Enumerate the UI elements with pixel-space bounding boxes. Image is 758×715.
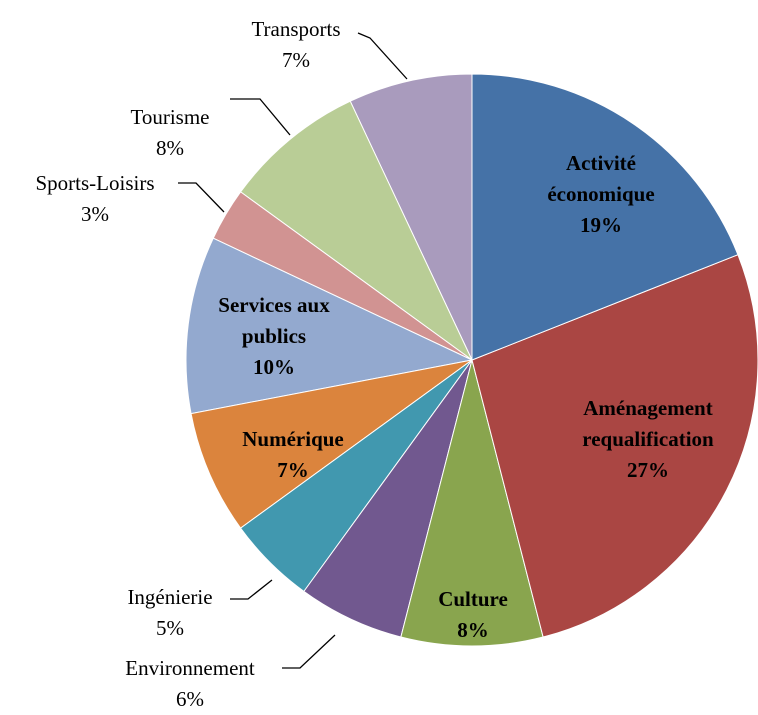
pie-slice — [400, 359, 544, 647]
category-label: Aménagement requalification — [582, 396, 714, 451]
value-label: 6% — [176, 687, 204, 711]
pie-slice — [185, 237, 474, 415]
slice-label: Transports 7% — [251, 14, 340, 76]
leader-lines — [178, 32, 408, 669]
category-label: Services aux publics — [218, 293, 330, 348]
slice-label: Numérique 7% — [242, 424, 344, 486]
slice-label: Services aux publics 10% — [189, 290, 359, 383]
slice-label: Tourisme 8% — [130, 102, 209, 164]
category-label: Tourisme — [130, 105, 210, 129]
pie-slice — [471, 73, 739, 361]
category-label: Ingénierie — [127, 585, 213, 609]
value-label: 5% — [156, 616, 184, 640]
leader-line — [230, 98, 291, 136]
slice-label: Environnement 6% — [125, 653, 254, 715]
slice-label: Aménagement requalification 27% — [548, 393, 748, 486]
value-label: 3% — [80, 202, 109, 226]
leader-line — [230, 579, 273, 600]
category-label: Sports-Loisirs — [35, 171, 155, 195]
category-label: Activité économique — [547, 151, 655, 206]
slice-label: Ingénierie 5% — [127, 582, 212, 644]
value-label: 7% — [277, 458, 309, 482]
category-label: Culture — [438, 587, 508, 611]
slice-label: Activité économique 19% — [531, 148, 671, 241]
leader-line — [178, 182, 225, 213]
value-label: 19% — [580, 213, 622, 237]
slice-label: Culture 8% — [438, 584, 508, 646]
value-label: 27% — [627, 458, 669, 482]
category-label: Transports — [251, 17, 341, 41]
value-label: 8% — [457, 618, 489, 642]
category-label: Numérique — [242, 427, 344, 451]
leader-line — [282, 634, 336, 669]
pie-slice — [349, 73, 473, 361]
value-label: 7% — [281, 48, 310, 72]
pie-slice — [190, 359, 473, 529]
slice-label: Sports-Loisirs 3% — [35, 168, 154, 230]
value-label: 10% — [253, 355, 295, 379]
pie-slice — [471, 254, 758, 638]
category-label: Environnement — [125, 656, 255, 680]
leader-line — [357, 32, 408, 80]
value-label: 8% — [156, 136, 184, 160]
pie-slice — [239, 100, 473, 361]
